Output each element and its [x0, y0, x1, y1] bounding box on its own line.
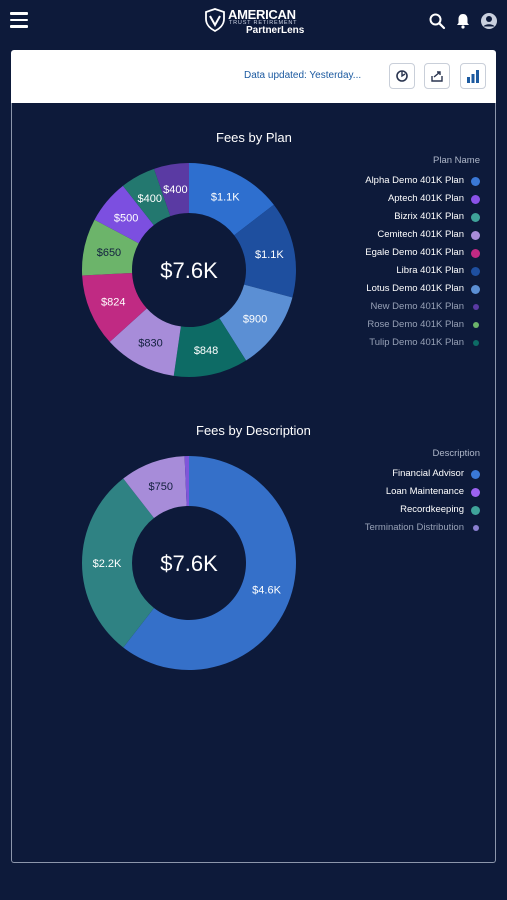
- donut-slice-rose-demo-401k-plan[interactable]: [82, 219, 139, 276]
- slice-label-financial-advisor: $4.6K: [252, 585, 281, 597]
- legend-dot: [473, 322, 479, 328]
- donut-slice-alpha-demo-401k-plan[interactable]: [189, 163, 274, 236]
- legend-dot: [471, 506, 480, 515]
- slice-label-egale-demo-401k-plan: $824: [101, 297, 125, 309]
- legend-item-cemitech-401k-plan[interactable]: Cemitech 401K Plan: [300, 227, 480, 243]
- legend-dot: [471, 195, 480, 204]
- slice-label-loan-maintenance: $750: [149, 481, 173, 493]
- legend-label: Lotus Demo 401K Plan: [366, 283, 464, 294]
- legend-item-recordkeeping[interactable]: Recordkeeping: [300, 502, 480, 518]
- donut-slice-tulip-demo-401k-plan[interactable]: [122, 168, 171, 226]
- legend-label: Loan Maintenance: [385, 486, 464, 497]
- legend-dot: [471, 249, 480, 258]
- legend-label: Financial Advisor: [392, 468, 464, 479]
- legend-label: Egale Demo 401K Plan: [365, 247, 464, 258]
- refresh-button[interactable]: [389, 63, 415, 89]
- bar-chart-icon: [467, 70, 479, 83]
- legend-dot: [471, 285, 480, 294]
- share-icon: [431, 71, 443, 82]
- charts-panel: Fees by Plan $1.1K $1.1K $900 $848 $830 $824 $…: [11, 103, 496, 863]
- user-avatar-icon[interactable]: [480, 12, 498, 30]
- legend-title-plan-name: Plan Name: [433, 155, 480, 166]
- legend-dot: [471, 177, 480, 186]
- legend-item-financial-advisor[interactable]: Financial Advisor: [300, 466, 480, 482]
- slice-label-alpha-demo-401k-plan: $1.1K: [211, 191, 240, 203]
- dashboard-card-header: Data updated: Yesterday...: [11, 50, 496, 103]
- legend-label: Recordkeeping: [400, 504, 464, 515]
- legend-dot: [473, 525, 479, 531]
- legend-item-loan-maintenance[interactable]: Loan Maintenance: [300, 484, 480, 500]
- legend-dot: [471, 267, 480, 276]
- donut-slice-recordkeeping[interactable]: [82, 478, 154, 648]
- slice-label-new-demo-401k-plan: $400: [163, 184, 187, 196]
- legend-item-libra-401k-plan[interactable]: Libra 401K Plan: [300, 263, 480, 279]
- slice-label-lotus-demo-401k-plan: $900: [243, 314, 267, 326]
- slice-label-bizrix-401k-plan: $830: [138, 337, 162, 349]
- chart-title-fees-by-description: Fees by Description: [196, 423, 311, 438]
- legend-item-bizrix-401k-plan[interactable]: Bizrix 401K Plan: [300, 209, 480, 225]
- donut-slice-bizrix-401k-plan[interactable]: [109, 308, 181, 376]
- legend-dot: [471, 488, 480, 497]
- donut-slice-libra-401k-plan[interactable]: [234, 204, 296, 298]
- donut-slice-financial-advisor[interactable]: [123, 456, 296, 670]
- donut-slice-aptech-401k-plan[interactable]: [94, 185, 154, 244]
- legend-label: Aptech 401K Plan: [387, 193, 464, 204]
- slice-label-libra-401k-plan: $1.1K: [255, 249, 284, 261]
- donut-slice-lotus-demo-401k-plan[interactable]: [219, 284, 293, 361]
- refresh-icon: [396, 70, 408, 82]
- brand-name: AMERICAN: [228, 7, 296, 22]
- legend-label: Bizrix 401K Plan: [394, 211, 464, 222]
- chart-title-fees-by-plan: Fees by Plan: [216, 130, 292, 145]
- legend-item-tulip-demo-401k-plan[interactable]: Tulip Demo 401K Plan: [300, 335, 480, 351]
- slice-label-tulip-demo-401k-plan: $400: [138, 193, 162, 205]
- slice-label-rose-demo-401k-plan: $650: [97, 247, 121, 259]
- slice-label-recordkeeping: $2.2K: [93, 558, 122, 570]
- legend-dot: [471, 470, 480, 479]
- donut-slice-loan-maintenance[interactable]: [123, 456, 187, 519]
- donut-center-total: $7.6K: [160, 551, 218, 576]
- legend-label: Alpha Demo 401K Plan: [365, 175, 464, 186]
- bell-icon[interactable]: [454, 12, 472, 30]
- legend-label: Tulip Demo 401K Plan: [369, 337, 464, 348]
- legend-label: Cemitech 401K Plan: [377, 229, 464, 240]
- legend-dot: [473, 340, 479, 346]
- hamburger-menu-icon[interactable]: [10, 12, 28, 28]
- donut-slice-egale-demo-401k-plan[interactable]: [82, 272, 147, 342]
- legend-item-new-demo-401k-plan[interactable]: New Demo 401K Plan: [300, 299, 480, 315]
- chart-view-button[interactable]: [460, 63, 486, 89]
- legend-title-description: Description: [432, 448, 480, 459]
- legend-item-rose-demo-401k-plan[interactable]: Rose Demo 401K Plan: [300, 317, 480, 333]
- top-bar: AMERICAN TRUST RETIREMENT PartnerLens: [0, 0, 507, 44]
- brand-logo: AMERICAN TRUST RETIREMENT PartnerLens: [204, 7, 308, 37]
- legend-dot: [473, 304, 479, 310]
- product-name: PartnerLens: [246, 25, 305, 36]
- legend-item-termination-distribution[interactable]: Termination Distribution: [300, 520, 480, 536]
- legend-item-aptech-401k-plan[interactable]: Aptech 401K Plan: [300, 191, 480, 207]
- fees-by-plan-donut-chart: $1.1K$1.1K$900$848$830$824$650$500$400$4…: [82, 163, 296, 377]
- brand-subtitle: TRUST RETIREMENT: [229, 20, 298, 26]
- legend-item-alpha-demo-401k-plan[interactable]: Alpha Demo 401K Plan: [300, 173, 480, 189]
- legend-label: New Demo 401K Plan: [370, 301, 464, 312]
- legend-label: Termination Distribution: [364, 522, 464, 533]
- legend-dot: [471, 213, 480, 222]
- donut-slice-termination-distribution[interactable]: [184, 456, 189, 507]
- legend-dot: [471, 231, 480, 240]
- donut-center-total: $7.6K: [160, 258, 218, 283]
- legend-label: Rose Demo 401K Plan: [367, 319, 464, 330]
- legend-item-egale-demo-401k-plan[interactable]: Egale Demo 401K Plan: [300, 245, 480, 261]
- donut-slice-new-demo-401k-plan[interactable]: [154, 163, 189, 217]
- fees-by-description-donut-chart: $4.6K $2.2K $750 $7.6K: [82, 456, 296, 670]
- slice-label-aptech-401k-plan: $500: [114, 212, 138, 224]
- donut-slice-cemitech-401k-plan[interactable]: [173, 318, 247, 377]
- legend-item-lotus-demo-401k-plan[interactable]: Lotus Demo 401K Plan: [300, 281, 480, 297]
- slice-label-cemitech-401k-plan: $848: [194, 345, 218, 357]
- legend-label: Libra 401K Plan: [396, 265, 464, 276]
- share-button[interactable]: [424, 63, 450, 89]
- shield-logo-icon: [205, 8, 225, 32]
- search-icon[interactable]: [428, 12, 446, 30]
- data-updated-link[interactable]: Data updated: Yesterday...: [244, 70, 362, 81]
